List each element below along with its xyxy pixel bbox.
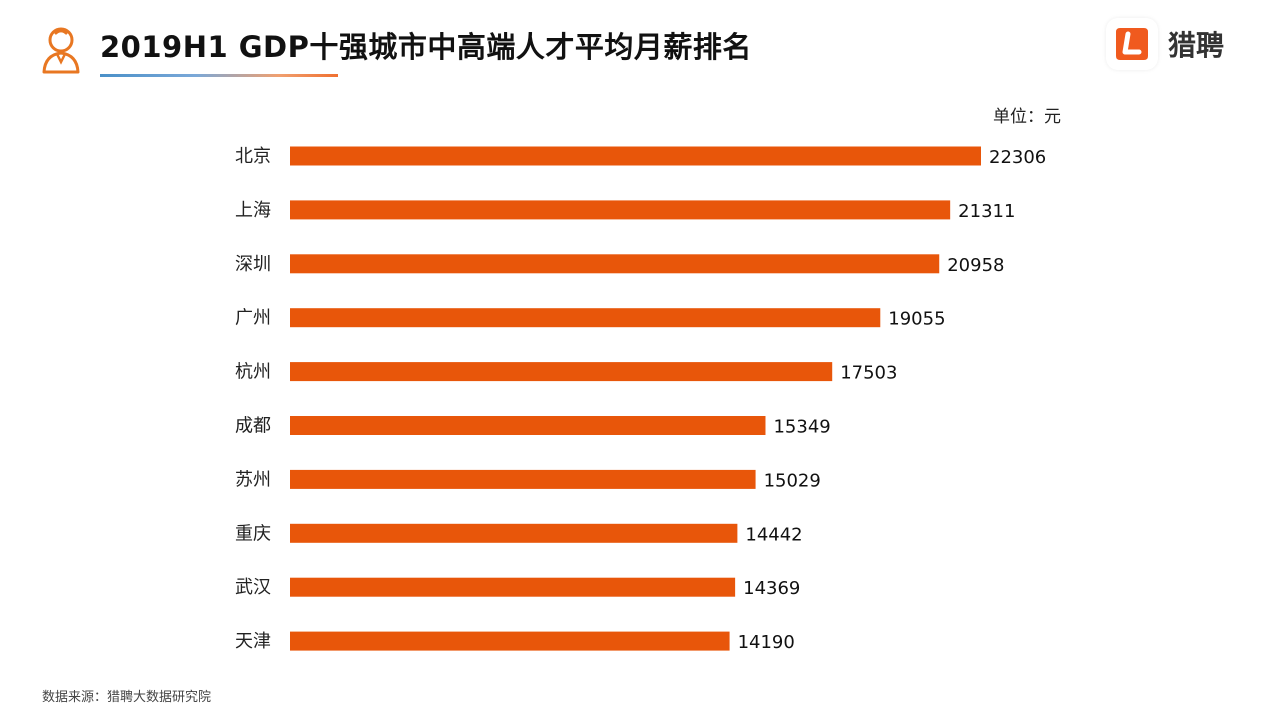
- value-label: 20958: [947, 255, 1004, 276]
- bar: [290, 523, 738, 543]
- value-label: 14369: [743, 578, 800, 599]
- bar: [290, 254, 940, 274]
- bar: [290, 362, 833, 382]
- person-outline-icon: [42, 27, 80, 74]
- value-label: 22306: [989, 147, 1046, 168]
- bar-chart: 北京 22306 上海 21311 深圳 20958 广州 19055 杭州 17503 成都 153…: [235, 146, 1046, 653]
- bar: [290, 469, 756, 489]
- value-label: 17503: [840, 363, 897, 384]
- value-label: 14190: [738, 632, 795, 653]
- category-label: 上海: [235, 200, 271, 221]
- page-title: 2019H1 GDP十强城市中高端人才平均月薪排名: [100, 30, 752, 64]
- logo-text: 猎聘: [1168, 29, 1225, 62]
- category-label: 广州: [235, 308, 271, 329]
- bar: [290, 308, 881, 328]
- value-label: 19055: [888, 309, 945, 330]
- unit-label: 单位：元: [993, 107, 1061, 127]
- value-label: 15029: [764, 470, 821, 491]
- category-label: 北京: [235, 146, 271, 167]
- category-label: 天津: [235, 631, 271, 652]
- category-label: 苏州: [235, 469, 271, 490]
- bar: [290, 631, 730, 651]
- source-note: 数据来源：猎聘大数据研究院: [42, 690, 212, 705]
- category-label: 武汉: [235, 577, 271, 598]
- title-underline: [100, 74, 338, 77]
- category-label: 杭州: [235, 362, 271, 383]
- category-label: 成都: [235, 416, 271, 437]
- category-label: 重庆: [235, 523, 271, 544]
- bar: [290, 200, 951, 220]
- bar: [290, 416, 766, 435]
- bar: [290, 577, 736, 597]
- value-label: 21311: [958, 201, 1015, 222]
- category-label: 深圳: [235, 254, 271, 275]
- liepin-l-icon: [1106, 18, 1158, 70]
- bar: [290, 146, 981, 166]
- brand-logo: 猎聘: [1106, 18, 1224, 70]
- value-label: 14442: [745, 524, 802, 545]
- value-label: 15349: [773, 417, 830, 438]
